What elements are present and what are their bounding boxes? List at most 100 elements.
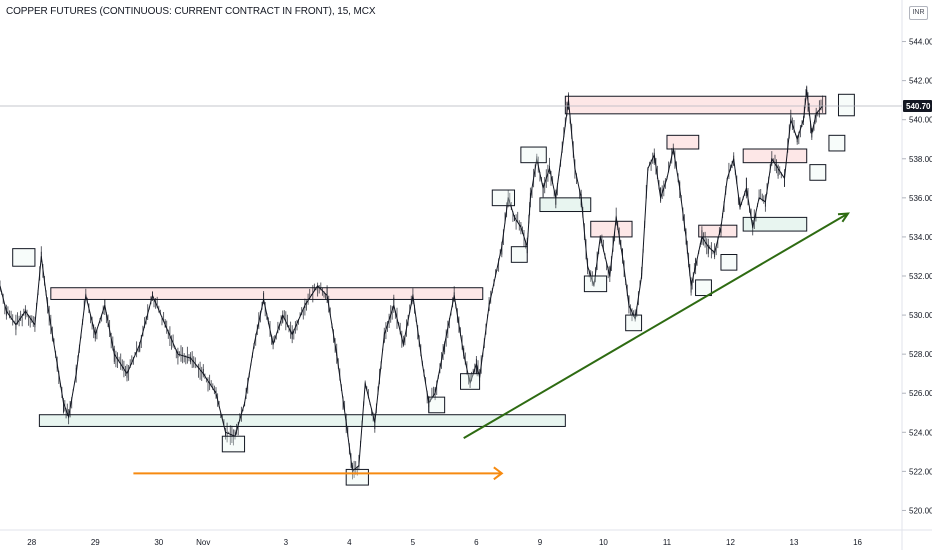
x-tick-label: 12: [726, 538, 735, 547]
price-bars: [666, 143, 674, 179]
price-bars: [796, 116, 804, 145]
price-bars: [444, 286, 455, 355]
price-bars: [488, 241, 503, 312]
y-tick-label: 520.00: [909, 506, 932, 515]
price-bars: [244, 343, 255, 406]
x-tick-label: 6: [474, 538, 479, 547]
price-bars: [672, 147, 681, 191]
resistance-zone: [698, 224, 738, 238]
price-bars: [739, 178, 747, 210]
price-bars: [771, 151, 779, 179]
price-bars: [790, 115, 798, 145]
price-bars: [634, 273, 643, 320]
pivot-box: [583, 275, 608, 293]
x-tick-label: 5: [411, 538, 416, 547]
uptrend-arrowhead: [837, 212, 850, 223]
price-bars: [806, 85, 813, 138]
y-tick-label: 530.00: [909, 311, 932, 320]
pivot-box: [221, 435, 246, 453]
pivot-box: [12, 248, 36, 267]
price-bars: [202, 364, 217, 399]
price-bars: [263, 292, 274, 350]
price-bars: [580, 194, 589, 275]
price-bars: [561, 92, 569, 150]
pivot-box: [520, 146, 547, 164]
price-bars: [609, 207, 617, 278]
price-bars: [453, 292, 465, 359]
price-bars: [85, 288, 96, 342]
price-bars: [34, 246, 42, 328]
price-bars: [520, 222, 528, 254]
price-bars: [164, 320, 179, 365]
price-bars: [690, 258, 697, 296]
price-bars: [463, 348, 471, 388]
price-bars: [434, 343, 446, 401]
price-bars: [542, 164, 550, 197]
price-bars: [0, 280, 7, 316]
currency-badge[interactable]: INR: [909, 6, 928, 20]
pivot-box: [625, 314, 643, 332]
x-axis[interactable]: 28 29 30 Nov 3 4 5 6 9 10 11 12 13 16: [27, 538, 862, 547]
price-bars: [412, 288, 423, 366]
price-bars: [599, 234, 611, 282]
resistance-zone: [666, 134, 700, 150]
x-tick-label: 4: [347, 538, 352, 547]
price-bars: [641, 167, 649, 279]
price-bars: [317, 282, 328, 303]
price-bars: [679, 180, 687, 245]
price-bars: [94, 299, 106, 340]
price-bars: [139, 291, 153, 353]
price-bars: [714, 224, 722, 258]
y-tick-label: 532.00: [909, 272, 932, 281]
price-bars: [326, 285, 338, 364]
price-bars: [733, 152, 741, 210]
price-layer: [0, 85, 824, 480]
pivot-box: [837, 93, 855, 117]
price-bars: [784, 109, 792, 187]
price-bars: [234, 401, 246, 437]
price-bars: [469, 358, 477, 388]
price-bars: [615, 215, 623, 264]
price-bars: [815, 95, 824, 118]
zones-layer: [38, 95, 827, 427]
y-axis[interactable]: 520.00 522.00 524.00 526.00 528.00 530.00 532.…: [902, 38, 932, 516]
price-bars: [752, 189, 760, 229]
price-bars: [777, 164, 785, 187]
price-bars: [5, 306, 17, 336]
y-tick-label: 522.00: [909, 467, 932, 476]
pivot-box: [720, 254, 738, 271]
price-bars: [514, 211, 522, 231]
support-zone: [539, 197, 592, 213]
price-bars: [764, 158, 773, 207]
price-bars: [68, 367, 77, 425]
price-bars: [529, 153, 538, 199]
pivot-box: [510, 246, 528, 263]
price-bars: [282, 310, 293, 340]
x-tick-label: 29: [91, 538, 100, 547]
price-bars: [336, 351, 347, 426]
price-bars: [549, 157, 557, 205]
price-bars: [555, 148, 563, 209]
price-bars: [536, 156, 544, 198]
price-bars: [568, 94, 576, 169]
price-bars: [475, 356, 481, 378]
price-bars: [811, 107, 817, 140]
uptrend-line: [463, 212, 849, 440]
price-bars: [190, 351, 204, 381]
y-tick-label: 538.00: [909, 155, 932, 164]
price-bars: [593, 235, 601, 286]
price-bars: [253, 291, 265, 349]
chart-title: COPPER FUTURES (CONTINUOUS: CURRENT CONT…: [6, 6, 376, 17]
price-bars: [15, 305, 26, 330]
price-bars: [647, 152, 655, 171]
pivot-box: [428, 396, 446, 414]
pivot-box: [695, 279, 712, 297]
price-bars: [707, 242, 716, 260]
price-bars: [574, 168, 582, 206]
price-bars: [745, 177, 754, 236]
x-tick-label: 9: [538, 538, 543, 547]
price-bars: [622, 248, 630, 308]
